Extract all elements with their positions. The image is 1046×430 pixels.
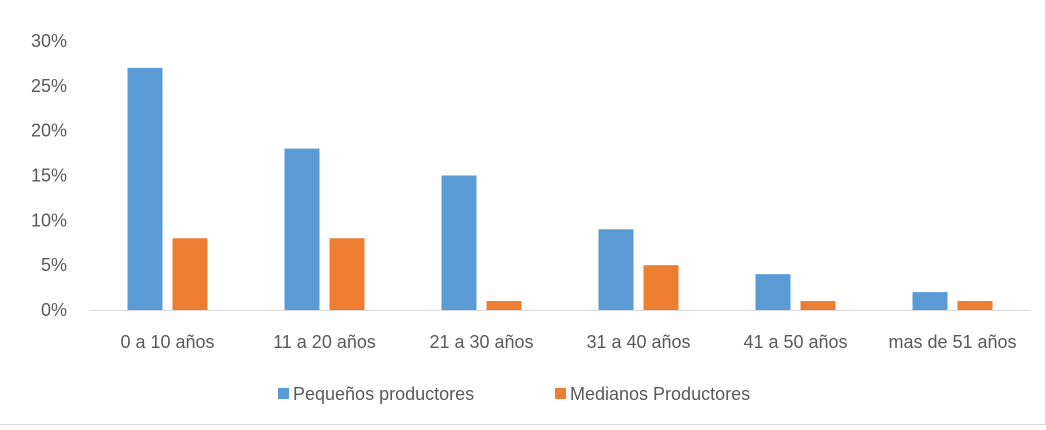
bar-pequenos <box>755 274 791 310</box>
x-tick-label: mas de 51 años <box>888 332 1016 352</box>
y-tick-label: 15% <box>31 166 67 186</box>
bar-medianos <box>800 301 836 310</box>
bar-medianos <box>329 238 365 310</box>
legend-swatch <box>555 388 566 399</box>
bar-pequenos <box>441 175 477 310</box>
x-tick-label: 21 a 30 años <box>429 332 533 352</box>
x-tick-label: 11 a 20 años <box>273 332 376 352</box>
bar-pequenos <box>127 67 163 311</box>
legend-label: Pequeños productores <box>293 384 474 404</box>
bar-medianos <box>643 265 679 310</box>
x-tick-label: 0 a 10 años <box>120 332 214 352</box>
bar-pequenos <box>598 229 634 310</box>
legend-swatch <box>278 388 289 399</box>
y-axis: 0% 5% 10% 15% 20% 25% 30% <box>31 31 67 320</box>
bar-pequenos <box>284 148 320 310</box>
x-axis: 0 a 10 años 11 a 20 años 21 a 30 años 31 a … <box>89 310 1031 352</box>
legend: Pequeños productores Medianos Productores <box>278 384 750 404</box>
y-tick-label: 20% <box>31 121 67 141</box>
x-tick-label: 41 a 50 años <box>743 332 847 352</box>
bar-pequenos <box>912 292 948 310</box>
y-tick-label: 25% <box>31 76 67 96</box>
y-tick-label: 10% <box>31 210 67 230</box>
bar-medianos <box>957 301 993 310</box>
bars <box>127 67 993 311</box>
y-tick-label: 30% <box>31 31 67 51</box>
legend-label: Medianos Productores <box>570 384 750 404</box>
bar-medianos <box>486 301 522 310</box>
bar-medianos <box>172 238 208 310</box>
x-tick-label: 31 a 40 años <box>586 332 690 352</box>
y-tick-label: 5% <box>41 255 67 275</box>
y-tick-label: 0% <box>41 300 67 320</box>
